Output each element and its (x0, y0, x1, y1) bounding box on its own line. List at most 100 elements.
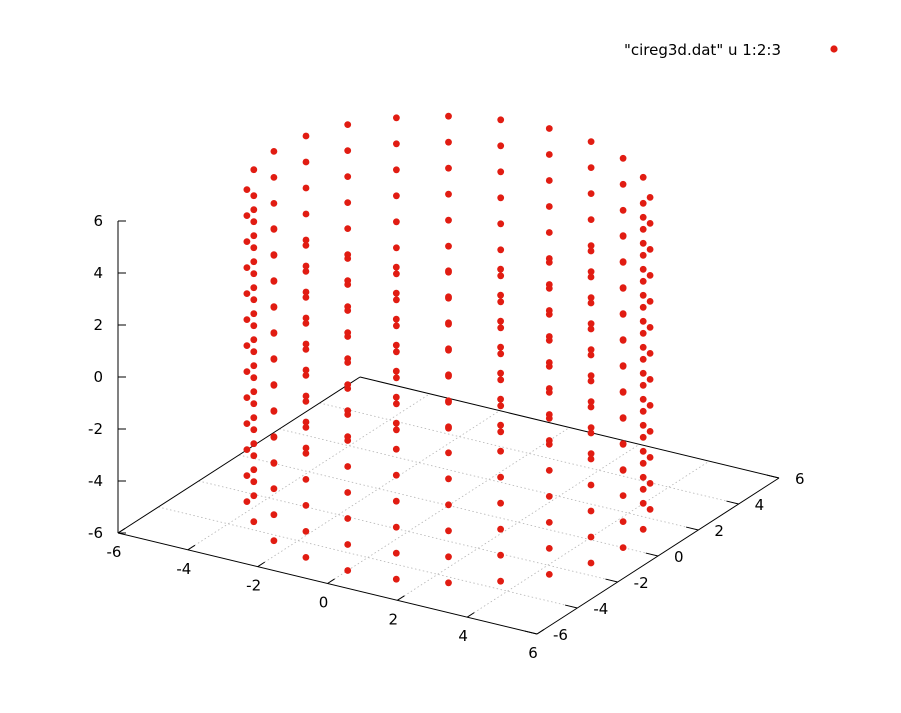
data-point (639, 381, 647, 389)
data-point (392, 263, 400, 271)
data-point (497, 447, 504, 455)
data-point (243, 368, 251, 375)
data-point (587, 325, 595, 333)
data-point (393, 218, 400, 226)
data-point (545, 519, 553, 526)
data-point (344, 385, 352, 392)
data-point (587, 164, 595, 172)
x-tick-label: 4 (458, 627, 468, 645)
data-point (545, 363, 553, 370)
data-point (302, 184, 310, 192)
data-point (587, 424, 595, 431)
data-point (250, 206, 258, 214)
data-point (587, 242, 595, 250)
data-point (393, 192, 400, 200)
data-point (619, 180, 627, 188)
data-point (393, 400, 400, 408)
data-point (393, 322, 400, 330)
data-point (646, 220, 654, 227)
x-tick (536, 629, 545, 635)
x-tick (117, 528, 126, 534)
y-tick-label: 2 (714, 522, 724, 540)
data-point (344, 515, 352, 522)
data-point (445, 319, 452, 327)
data-point (270, 407, 278, 415)
data-point (243, 316, 251, 323)
data-point (639, 473, 647, 481)
data-point (302, 502, 310, 509)
data-point (270, 174, 278, 181)
data-point (619, 414, 627, 421)
data-point (587, 455, 595, 463)
data-point (545, 493, 553, 500)
y-tick (726, 500, 739, 505)
data-point (302, 236, 310, 244)
data-point (445, 423, 452, 431)
data-point (646, 324, 654, 331)
data-point (619, 544, 627, 551)
data-point (392, 445, 400, 453)
data-point (639, 355, 647, 363)
data-point (545, 285, 553, 292)
data-point (639, 225, 647, 233)
data-point (344, 333, 352, 340)
data-point (497, 402, 505, 410)
data-point (587, 351, 595, 359)
data-point (646, 246, 654, 253)
y-tick-label: -6 (553, 626, 568, 644)
data-point (619, 154, 627, 162)
data-point (392, 471, 400, 479)
y-tick (605, 578, 618, 583)
data-point (587, 559, 595, 567)
data-point (646, 480, 654, 487)
data-point (250, 296, 258, 304)
data-point (639, 499, 647, 507)
data-point (619, 440, 627, 447)
data-point (445, 371, 452, 379)
x-tick-label: 2 (389, 610, 399, 628)
data-point (344, 411, 352, 418)
data-point (587, 138, 595, 146)
data-point (587, 450, 595, 457)
data-point (497, 525, 504, 533)
data-point (243, 394, 251, 401)
data-point (619, 258, 627, 265)
data-point (639, 251, 647, 259)
data-point (445, 112, 452, 120)
data-point (302, 392, 310, 400)
data-point (497, 317, 504, 325)
data-point (497, 291, 504, 299)
data-point (445, 345, 452, 353)
data-point (344, 225, 352, 233)
data-point (545, 415, 553, 422)
data-point (587, 481, 595, 489)
data-point (445, 216, 452, 224)
data-point (243, 472, 251, 479)
data-point (639, 317, 647, 325)
data-point (344, 147, 352, 155)
data-point (302, 262, 310, 270)
data-point (344, 307, 352, 314)
data-point (250, 166, 258, 174)
data-point (639, 447, 647, 455)
data-point (344, 463, 352, 470)
data-point (497, 194, 505, 202)
data-point (497, 324, 505, 332)
data-point (545, 467, 553, 474)
data-point (270, 459, 278, 467)
data-point (392, 419, 400, 427)
data-point (545, 571, 553, 578)
data-point (445, 190, 452, 198)
data-point (639, 407, 647, 415)
data-point (270, 200, 278, 207)
data-point (250, 348, 258, 356)
data-point (302, 450, 310, 457)
data-point (646, 506, 654, 513)
data-point (445, 475, 452, 483)
data-point (545, 125, 553, 132)
data-point (393, 166, 400, 174)
data-point (393, 244, 400, 252)
data-point (619, 232, 627, 240)
data-point (302, 424, 310, 431)
